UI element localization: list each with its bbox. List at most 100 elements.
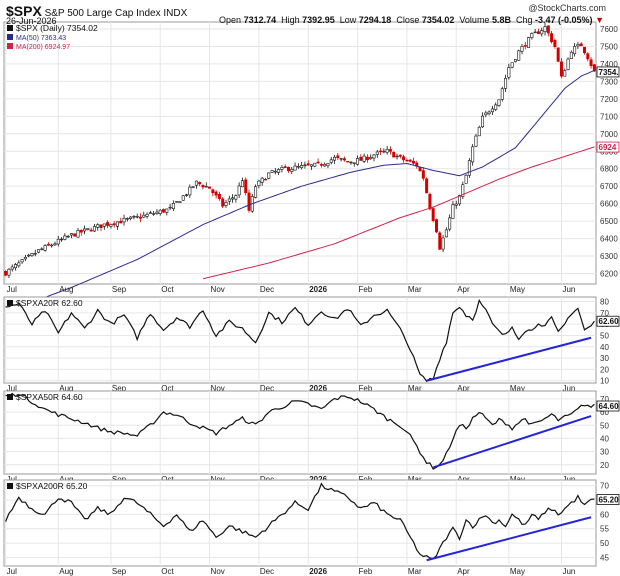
last-value-tag-label: 6924 (599, 143, 617, 152)
candle-body (152, 213, 156, 215)
candle-body (418, 166, 422, 172)
candle-body (546, 25, 550, 34)
candle-body (323, 164, 327, 167)
candle-body (484, 112, 488, 116)
month-label: Mar (408, 285, 422, 294)
y-tick-label: 55 (600, 525, 609, 534)
y-tick-label: 7200 (600, 95, 618, 104)
month-label: Jun (562, 567, 575, 576)
candle-body (293, 165, 297, 171)
last-value-tag-label: 64.60 (599, 402, 620, 411)
candle-body (494, 104, 498, 110)
panel-frame (3, 21, 597, 285)
y-tick-label: 80 (600, 298, 609, 307)
candle-body (359, 156, 363, 161)
candle-body (510, 62, 514, 68)
candle-body (280, 167, 284, 170)
last-value-tag-label: 62.60 (599, 317, 620, 326)
candle-body (507, 67, 511, 78)
trendline (426, 336, 592, 382)
legend-label: $SPXA20R 62.60 (16, 298, 83, 308)
candle-body (66, 235, 70, 238)
y-tick-label: 6700 (600, 182, 618, 191)
candle-body (119, 220, 123, 224)
month-label: Jul (7, 567, 17, 576)
month-label: Mar (408, 567, 422, 576)
candle-body (326, 163, 330, 167)
y-tick-label: 40 (600, 434, 609, 443)
candle-body (231, 197, 235, 200)
candle-body (504, 77, 508, 89)
y-tick-label: 50 (600, 331, 609, 340)
y-tick-label: 70 (600, 309, 609, 318)
candle-body (43, 245, 47, 251)
candle-body (441, 237, 445, 250)
candle-body (60, 238, 64, 241)
candle-body (582, 46, 586, 54)
y-tick-label: 60 (600, 408, 609, 417)
trendline (432, 415, 592, 469)
chart-date: 26-Jun-2026 (6, 16, 57, 26)
symbol: $SPX (6, 3, 42, 19)
exchange: INDX (163, 8, 188, 19)
candle-body (178, 201, 182, 203)
candle-body (168, 206, 172, 209)
candle-body (336, 155, 340, 158)
y-tick-label: 7600 (600, 25, 618, 34)
candle-body (188, 186, 192, 196)
last-value-tag (596, 494, 620, 505)
month-label: 2026 (309, 567, 327, 576)
candle-body (563, 70, 567, 77)
candle-body (487, 111, 491, 115)
panel-1: 6200630064006500660067006800690070007100… (3, 21, 620, 313)
candle-body (46, 243, 50, 246)
candle-body (477, 126, 481, 137)
candle-body (267, 172, 271, 179)
panel-2: 102030405060708062.60$SPXA20R 62.60JulAu… (3, 296, 620, 393)
candle-body (50, 244, 54, 247)
candle-body (385, 149, 389, 153)
candle-body (27, 254, 31, 257)
month-label: Feb (359, 567, 373, 576)
y-tick-label: 70 (600, 395, 609, 404)
month-label: Sep (112, 567, 127, 576)
candle-body (438, 232, 442, 250)
y-tick-label: 6200 (600, 270, 618, 279)
candle-body (556, 47, 560, 62)
month-label: May (510, 285, 525, 294)
candle-body (365, 156, 369, 161)
candle-body (592, 64, 596, 72)
y-tick-label: 40 (600, 343, 609, 352)
y-tick-label: 6500 (600, 217, 618, 226)
candle-body (254, 186, 258, 198)
y-tick-label: 7300 (600, 77, 618, 86)
candle-body (263, 178, 267, 181)
legend-swatch (7, 483, 13, 489)
candle-body (369, 157, 373, 159)
candle-body (569, 51, 573, 59)
candle-body (165, 208, 169, 213)
month-label: Jul (7, 285, 17, 294)
month-label: 2026 (309, 285, 327, 294)
ma200-line (202, 146, 595, 280)
candle-body (283, 166, 287, 168)
candle-body (573, 46, 577, 55)
month-label: Oct (161, 384, 174, 393)
candle-body (69, 233, 73, 236)
candle-body (23, 257, 27, 260)
y-tick-label: 45 (600, 553, 609, 562)
month-label: May (510, 384, 525, 393)
month-label: Sep (112, 384, 127, 393)
candle-body (444, 229, 448, 238)
ma50-line (5, 69, 595, 313)
candle-body (346, 160, 350, 163)
month-label: Nov (211, 285, 225, 294)
candle-body (7, 268, 11, 276)
last-value-tag (596, 400, 620, 412)
legend-label: MA(50) 7363.43 (16, 35, 66, 42)
symbol-name: S&P 500 Large Cap Index (44, 8, 161, 19)
last-value-tag (596, 141, 620, 153)
y-tick-label: 70 (600, 482, 609, 491)
candle-body (471, 146, 475, 163)
